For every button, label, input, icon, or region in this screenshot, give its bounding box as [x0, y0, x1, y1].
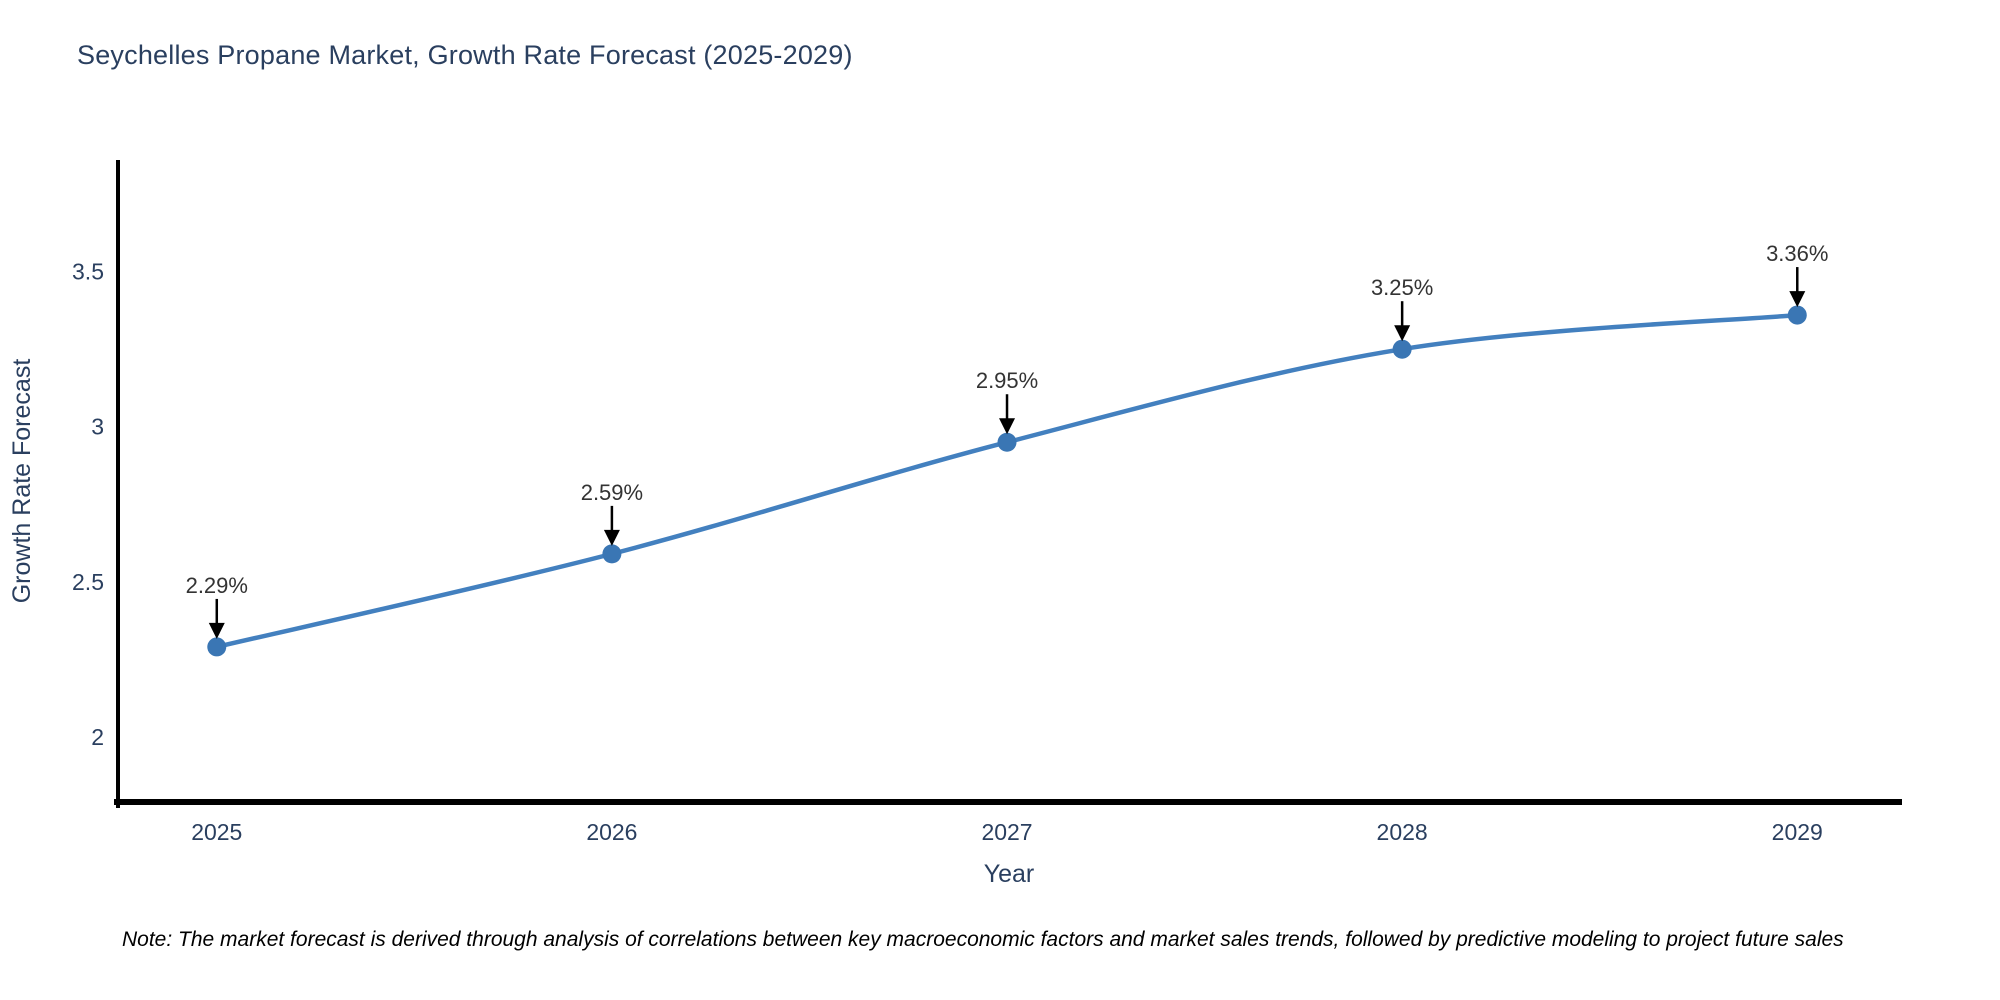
- y-tick-label: 2.5: [72, 569, 104, 595]
- data-point-marker: [207, 637, 227, 657]
- y-tick-label: 2: [91, 724, 104, 750]
- forecast-line: [214, 312, 1800, 650]
- data-point-label: 2.59%: [581, 480, 643, 505]
- x-tick-label: 2025: [191, 819, 242, 845]
- annotation-arrowhead: [208, 622, 225, 639]
- footnote: Note: The market forecast is derived thr…: [122, 928, 1844, 951]
- x-tick-label: 2029: [1772, 819, 1823, 845]
- data-point-marker: [997, 432, 1017, 452]
- annotation-arrowhead: [603, 529, 620, 546]
- y-axis-line: [116, 160, 120, 808]
- x-tick-label: 2028: [1377, 819, 1428, 845]
- x-axis-title: Year: [984, 860, 1035, 888]
- x-tick-label: 2027: [981, 819, 1032, 845]
- annotation-arrowhead: [999, 418, 1016, 435]
- data-point-marker: [1392, 339, 1412, 359]
- data-point-marker: [602, 544, 622, 564]
- chart-title: Seychelles Propane Market, Growth Rate F…: [77, 40, 853, 70]
- x-tick-label: 2026: [586, 819, 637, 845]
- data-point-label: 3.25%: [1371, 275, 1433, 300]
- data-point-label: 2.29%: [186, 573, 248, 598]
- data-point-marker: [1787, 305, 1807, 325]
- y-tick-label: 3.5: [72, 259, 104, 285]
- y-tick-label: 3: [91, 414, 104, 440]
- data-point-label: 3.36%: [1766, 241, 1828, 266]
- annotation-arrowhead: [1394, 325, 1411, 342]
- x-axis-line: [114, 799, 1902, 805]
- annotation-arrowhead: [1789, 291, 1806, 308]
- y-axis-title: Growth Rate Forecast: [8, 359, 36, 604]
- data-point-label: 2.95%: [976, 368, 1038, 393]
